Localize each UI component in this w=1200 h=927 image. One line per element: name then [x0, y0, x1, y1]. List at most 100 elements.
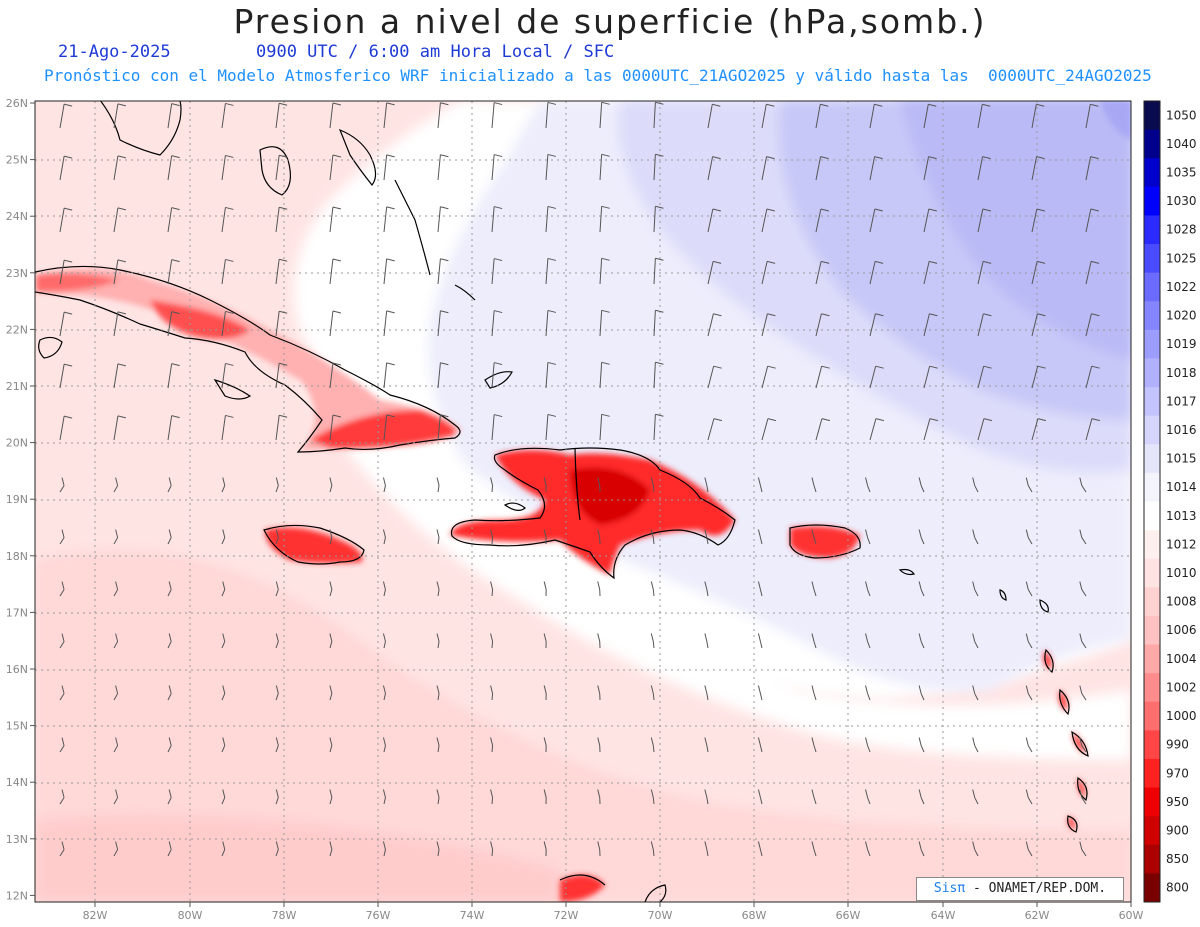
colorbar-swatch: [1144, 244, 1160, 274]
wind-barb: [167, 685, 172, 701]
wind-barb: [757, 529, 763, 545]
wind-barb: [757, 581, 763, 597]
wind-barb: [918, 841, 925, 857]
wind-barb: [650, 737, 655, 753]
wind-barb: [653, 361, 664, 389]
colorbar-swatch: [1144, 272, 1160, 302]
wind-barb: [977, 365, 992, 389]
wind-barb: [275, 841, 279, 857]
wind-barb: [167, 155, 180, 181]
lat-tick-label: 21N: [6, 380, 28, 393]
colorbar-swatch: [1144, 301, 1160, 331]
wind-barb: [923, 103, 937, 129]
wind-barb: [972, 685, 979, 701]
wind-barb: [923, 313, 938, 337]
wind-barb: [543, 477, 547, 493]
wind-barb: [918, 685, 925, 701]
colorbar-label: 990: [1166, 738, 1189, 752]
wind-barb: [707, 103, 721, 129]
wind-barb: [1079, 633, 1087, 649]
wind-barb: [972, 789, 979, 805]
wind-barb: [113, 207, 127, 233]
wind-barb: [865, 841, 871, 857]
wind-barb: [275, 362, 288, 389]
wind-barb: [275, 310, 288, 337]
wind-barb: [167, 259, 180, 285]
colorbar-label: 1040: [1166, 137, 1197, 151]
wind-barb: [650, 633, 655, 649]
wind-barb: [329, 206, 342, 233]
wind-barb: [761, 260, 776, 285]
wind-barb: [1031, 418, 1047, 441]
wind-barb: [59, 633, 65, 649]
wind-barb: [382, 789, 386, 805]
longitude-labels: 82W 80W 78W 76W 74W 72W 70W 68W 66W 64W 62W 60W: [83, 902, 1144, 922]
wind-barb: [113, 529, 119, 545]
wind-barb: [757, 477, 763, 493]
wind-barb: [653, 257, 664, 285]
wind-barbs: [59, 101, 1101, 857]
wind-barb: [704, 685, 709, 701]
wind-barb: [650, 841, 655, 857]
wind-barb: [167, 363, 180, 389]
wind-barb: [382, 477, 386, 493]
wind-barb: [329, 685, 333, 701]
wind-barb: [275, 581, 279, 597]
colorbar-label: 850: [1166, 852, 1189, 866]
wind-barb: [113, 477, 119, 493]
wind-barb: [329, 737, 333, 753]
lat-tick-label: 20N: [6, 437, 28, 450]
wind-barb: [329, 633, 333, 649]
wind-barb: [382, 685, 386, 701]
wind-barb: [490, 789, 494, 805]
wind-barb: [757, 685, 763, 701]
wind-barb: [704, 529, 709, 545]
wind-barb: [383, 362, 395, 389]
lat-tick-label: 26N: [6, 97, 28, 110]
lat-tick-label: 18N: [6, 550, 28, 563]
wind-barb: [383, 258, 395, 285]
wind-barb: [543, 529, 547, 545]
wind-barb: [972, 633, 979, 649]
wind-barb: [977, 418, 993, 441]
wind-barb: [650, 789, 655, 805]
wind-barb: [761, 156, 775, 181]
wind-barb: [650, 685, 655, 701]
wind-barb: [545, 413, 557, 441]
colorbar-swatch: [1144, 730, 1160, 760]
wind-barb: [437, 310, 449, 337]
wind-barb: [59, 207, 73, 233]
wind-barb: [865, 633, 871, 649]
wind-barb: [113, 633, 119, 649]
wind-barb: [761, 418, 777, 441]
wind-barb: [1031, 208, 1045, 233]
lon-tick-label: 80W: [178, 909, 203, 922]
colorbar-swatch: [1144, 158, 1160, 188]
wind-barb: [977, 156, 991, 181]
lon-tick-label: 60W: [1119, 909, 1144, 922]
wind-barb: [815, 208, 829, 233]
wind-barb: [1079, 529, 1087, 545]
colorbar-label: 1014: [1166, 480, 1197, 494]
colorbar-label: 1030: [1166, 194, 1197, 208]
colorbar-swatch: [1144, 615, 1160, 646]
wind-barb: [599, 153, 610, 181]
wind-barb: [59, 529, 65, 545]
wind-barb: [1085, 260, 1100, 285]
colorbar-label: 950: [1166, 795, 1189, 809]
wind-barb: [1031, 156, 1045, 181]
credit-box: Sisπ - ONAMET/REP.DOM.: [916, 877, 1124, 901]
wind-barb: [167, 581, 172, 597]
wind-barb: [329, 154, 342, 181]
wind-barb: [757, 789, 763, 805]
latitude-labels: 26N 25N 24N 23N 22N 21N 20N 19N 18N 17N 16N 15N 14N 1…: [6, 97, 35, 902]
lat-tick-label: 13N: [6, 833, 28, 846]
wind-barb: [865, 685, 871, 701]
wind-barb: [707, 365, 722, 389]
lon-tick-label: 74W: [460, 909, 485, 922]
wind-barb: [491, 310, 503, 337]
forecast-date: 21-Ago-2025: [58, 42, 171, 62]
lat-tick-label: 23N: [6, 267, 28, 280]
wind-barb: [167, 529, 172, 545]
